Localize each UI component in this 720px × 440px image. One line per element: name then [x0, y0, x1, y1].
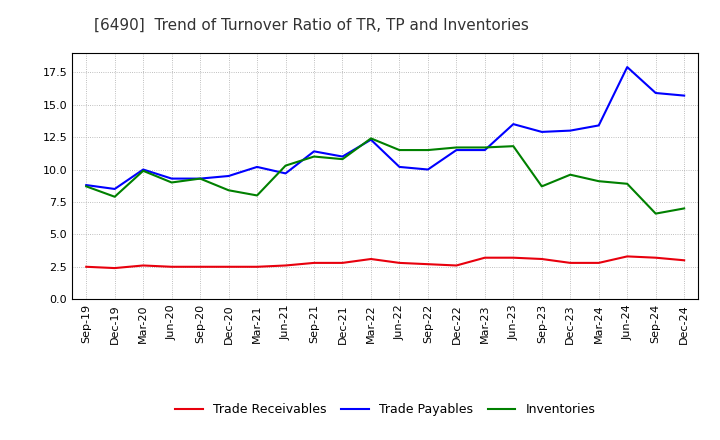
Inventories [282, 163, 290, 168]
Inventories [366, 136, 375, 141]
Inventories [338, 157, 347, 162]
Trade Payables [652, 90, 660, 95]
Trade Receivables [566, 260, 575, 265]
Trade Payables [282, 171, 290, 176]
Trade Payables [167, 176, 176, 181]
Trade Receivables [423, 261, 432, 267]
Trade Receivables [225, 264, 233, 269]
Inventories [595, 179, 603, 184]
Inventories [652, 211, 660, 216]
Trade Payables [480, 147, 489, 153]
Inventories [139, 168, 148, 173]
Line: Trade Payables: Trade Payables [86, 67, 684, 189]
Inventories [566, 172, 575, 177]
Trade Receivables [480, 255, 489, 260]
Trade Receivables [395, 260, 404, 265]
Inventories [110, 194, 119, 199]
Trade Receivables [680, 258, 688, 263]
Trade Receivables [509, 255, 518, 260]
Inventories [395, 147, 404, 153]
Trade Receivables [82, 264, 91, 269]
Trade Payables [338, 154, 347, 159]
Trade Payables [395, 164, 404, 169]
Inventories [537, 184, 546, 189]
Trade Receivables [253, 264, 261, 269]
Trade Payables [537, 129, 546, 135]
Trade Receivables [623, 254, 631, 259]
Trade Receivables [196, 264, 204, 269]
Trade Receivables [537, 257, 546, 262]
Inventories [480, 145, 489, 150]
Trade Receivables [652, 255, 660, 260]
Trade Receivables [338, 260, 347, 265]
Inventories [509, 143, 518, 149]
Text: [6490]  Trend of Turnover Ratio of TR, TP and Inventories: [6490] Trend of Turnover Ratio of TR, TP… [94, 18, 528, 33]
Inventories [452, 145, 461, 150]
Legend: Trade Receivables, Trade Payables, Inventories: Trade Receivables, Trade Payables, Inven… [170, 398, 600, 421]
Inventories [423, 147, 432, 153]
Inventories [253, 193, 261, 198]
Trade Receivables [167, 264, 176, 269]
Trade Payables [680, 93, 688, 98]
Inventories [310, 154, 318, 159]
Trade Payables [110, 186, 119, 191]
Trade Payables [225, 173, 233, 179]
Trade Receivables [139, 263, 148, 268]
Inventories [680, 206, 688, 211]
Inventories [82, 184, 91, 189]
Trade Payables [623, 64, 631, 70]
Trade Receivables [110, 265, 119, 271]
Inventories [225, 187, 233, 193]
Trade Payables [509, 121, 518, 127]
Inventories [196, 176, 204, 181]
Line: Inventories: Inventories [86, 139, 684, 213]
Trade Payables [253, 164, 261, 169]
Trade Payables [595, 123, 603, 128]
Trade Payables [452, 147, 461, 153]
Trade Payables [310, 149, 318, 154]
Trade Payables [423, 167, 432, 172]
Trade Receivables [310, 260, 318, 265]
Trade Payables [82, 183, 91, 188]
Inventories [623, 181, 631, 187]
Trade Payables [196, 176, 204, 181]
Trade Receivables [282, 263, 290, 268]
Trade Receivables [366, 257, 375, 262]
Trade Receivables [595, 260, 603, 265]
Trade Receivables [452, 263, 461, 268]
Trade Payables [366, 137, 375, 142]
Inventories [167, 180, 176, 185]
Line: Trade Receivables: Trade Receivables [86, 257, 684, 268]
Trade Payables [566, 128, 575, 133]
Trade Payables [139, 167, 148, 172]
